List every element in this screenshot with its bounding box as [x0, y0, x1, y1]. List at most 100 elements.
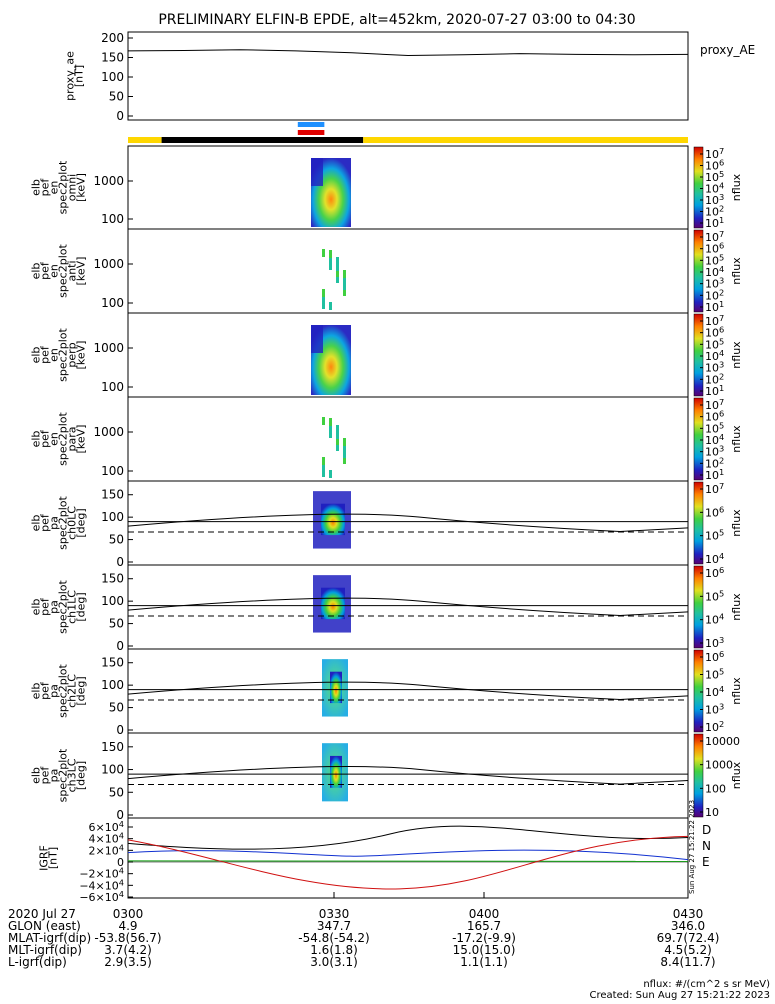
y-axis-label-line: pa [48, 516, 61, 530]
y-axis-label-line: elb [30, 599, 43, 616]
y-axis-label-line: para [66, 427, 79, 452]
footer-value: 2.9(3.5) [104, 955, 152, 969]
colorbar-tick-label: 101 [705, 299, 724, 314]
colorbar [693, 481, 704, 565]
spectrogram-data-cell [329, 470, 332, 478]
y-tick-label: 1000 [93, 174, 124, 188]
pitch-angle-data-core [330, 755, 342, 788]
footer-value: 8.4(11.7) [660, 955, 715, 969]
y-axis-label-line: elb [30, 431, 43, 448]
proxy-ae-legend-label: proxy_AE [700, 43, 755, 57]
footer-value: -17.2(-9.9) [452, 931, 516, 945]
y-tick-label: 150 [101, 488, 124, 502]
igrf-legend-D: D [702, 823, 711, 837]
y-axis-label-line: ch1LC [66, 590, 79, 624]
loss-cone-curve [127, 513, 689, 533]
spectrogram-data-cell [336, 257, 339, 265]
footer-value: 0400 [469, 907, 500, 921]
colorbar-label: nflux [730, 257, 743, 285]
y-axis-label-line: en [48, 264, 61, 278]
y-tick-label: −6×104 [79, 889, 124, 904]
y-axis-label-line: spec2plot [57, 748, 70, 802]
y-tick-label: 0 [116, 555, 124, 569]
y-axis-label-line: ch3LC [66, 758, 79, 792]
footer-value: 0330 [319, 907, 350, 921]
y-tick-label: 100 [101, 212, 124, 226]
y-tick-label: 1000 [93, 341, 124, 355]
y-axis-label-line: [deg] [75, 676, 88, 705]
y-tick-label: 100 [101, 464, 124, 478]
spectrogram-data-cell [322, 463, 325, 471]
colorbar [693, 649, 704, 733]
y-axis-label-line: elb [30, 263, 43, 280]
colorbar-tick-label: 103 [705, 702, 724, 717]
colorbar [693, 397, 704, 481]
spectrogram-data-cell [336, 443, 339, 451]
footer-value: -53.8(56.7) [94, 931, 161, 945]
y-axis-label-line: spec2plot [57, 160, 70, 214]
y-axis-label-line: pef [39, 429, 52, 448]
igrf-total-curve [127, 825, 689, 850]
pitch-angle-data-core [321, 503, 345, 536]
y-tick-label: 100 [101, 678, 124, 692]
colorbar-tick-label: 105 [705, 252, 724, 267]
spectrogram-data-cell [329, 250, 332, 258]
colorbar-tick-label: 103 [705, 276, 724, 291]
y-axis-label-line: en [48, 348, 61, 362]
units-note: nflux: #/(cm^2 s sr MeV) [643, 979, 770, 990]
y-axis-label-line: [keV] [75, 341, 88, 370]
colorbar-tick-label: 10 [705, 806, 719, 819]
colorbar-tick-label: 102 [705, 719, 724, 734]
spectrogram-data-cell [336, 425, 339, 433]
footer-value: 69.7(72.4) [657, 931, 720, 945]
spectrogram-data-cell [336, 269, 339, 277]
spectrogram-frame [127, 312, 689, 398]
colorbar-tick-label: 106 [705, 504, 724, 519]
spectrogram-data-cell [329, 302, 332, 310]
y-axis-label-line: en [48, 432, 61, 446]
y-axis-label-line: pef [39, 766, 52, 785]
orbit-segment-black [161, 137, 364, 143]
y-tick-label: 100 [101, 70, 124, 84]
y-axis-label-line: pef [39, 261, 52, 280]
spectrogram-data-cell [336, 437, 339, 445]
pitch-angle-data-core [330, 671, 342, 704]
spectrogram-frame [127, 228, 689, 314]
colorbar-tick-label: 104 [705, 432, 724, 447]
colorbar-tick-label: 107 [705, 397, 724, 412]
colorbar [693, 733, 704, 818]
footer-row-label: L-igrf(dip) [8, 955, 67, 969]
colorbar-tick-label: 105 [705, 336, 724, 351]
colorbar-tick-label: 106 [705, 241, 724, 256]
y-axis-label-line: elb [30, 515, 43, 532]
spectrogram-frame [127, 396, 689, 482]
y-tick-label: 6×104 [89, 819, 124, 834]
colorbar-tick-label: 103 [705, 192, 724, 207]
y-axis-label-line: perp [66, 342, 79, 367]
y-axis-label-line: elb [30, 179, 43, 196]
colorbar-tick-label: 107 [705, 146, 724, 161]
colorbar-tick-label: 1000 [705, 759, 733, 772]
igrf-legend-N: N [702, 839, 711, 853]
y-axis-label-line: elb [30, 683, 43, 700]
colorbar-label: nflux [730, 761, 743, 789]
colorbar-label: nflux [730, 593, 743, 621]
footer-value: 0300 [113, 907, 144, 921]
y-axis-label-line: spec2plot [57, 412, 70, 466]
igrf-legend-E: E [702, 855, 710, 869]
igrf-side-note: Sun Aug 27 15:21:22 2023 [688, 800, 696, 894]
colorbar-tick-label: 101 [705, 215, 724, 230]
pitch-angle-frame [127, 480, 689, 566]
footer-row-label: MLAT-igrf(dip) [8, 931, 91, 945]
colorbar-tick-label: 104 [705, 264, 724, 279]
footer-value: 347.7 [317, 919, 351, 933]
y-tick-label: 0 [116, 723, 124, 737]
colorbar-tick-label: 106 [705, 649, 724, 664]
loss-cone-curve [127, 681, 689, 701]
colorbar-tick-label: 107 [705, 481, 724, 496]
y-axis-label-line: [keV] [75, 173, 88, 202]
